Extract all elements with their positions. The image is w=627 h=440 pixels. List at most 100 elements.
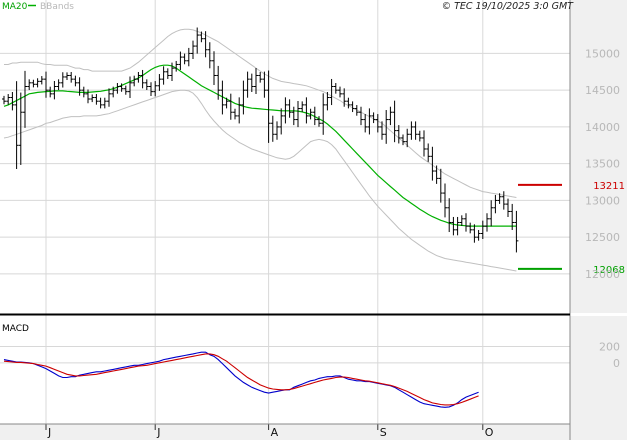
candle: [170, 62, 174, 81]
candle: [354, 105, 359, 116]
candle: [283, 97, 288, 124]
macd-axis-bg: [570, 316, 627, 424]
candle: [350, 101, 355, 113]
candle: [44, 71, 48, 98]
candle: [262, 71, 267, 98]
candle: [371, 112, 376, 124]
candle: [245, 71, 250, 98]
candle: [346, 97, 351, 109]
candle: [401, 134, 405, 146]
ma-legend-label: MA20: [2, 2, 28, 12]
candle: [464, 213, 468, 232]
candle: [233, 108, 237, 120]
price-tick-label: 14500: [585, 84, 620, 97]
candle: [182, 53, 187, 65]
candle: [14, 81, 19, 170]
candle: [405, 128, 410, 148]
candle: [132, 75, 137, 87]
candle: [77, 77, 82, 96]
candle: [426, 143, 431, 162]
candle: [291, 106, 296, 126]
candle: [329, 78, 334, 106]
candle: [144, 79, 149, 90]
candle: [485, 213, 489, 232]
candle: [6, 94, 11, 105]
ma20-line: [3, 64, 517, 227]
candlesticks: [2, 27, 519, 253]
candle: [149, 82, 153, 96]
candle: [472, 224, 477, 243]
candle: [468, 222, 473, 234]
candle: [304, 97, 309, 124]
candle: [384, 110, 389, 144]
candle: [136, 71, 141, 83]
bb-lower-line: [3, 89, 517, 272]
candle: [107, 88, 111, 107]
candle: [10, 92, 15, 111]
candle: [443, 183, 447, 218]
bb-legend-label: BBands: [40, 2, 74, 12]
candle: [367, 108, 372, 135]
candle: [98, 97, 103, 109]
candle: [342, 88, 347, 107]
candle: [94, 94, 99, 105]
candle: [459, 215, 464, 226]
support-label: 12068: [593, 265, 625, 276]
candle: [254, 67, 258, 95]
ma20-path: [3, 64, 517, 227]
candle: [241, 80, 246, 115]
candle: [392, 100, 397, 143]
candle: [119, 83, 124, 92]
candle: [296, 101, 300, 128]
candle: [308, 108, 313, 120]
candle: [203, 31, 208, 58]
candle: [451, 216, 456, 236]
candle: [86, 89, 90, 104]
candle: [128, 76, 132, 98]
candle: [115, 83, 120, 94]
candle: [56, 79, 61, 90]
candle: [23, 70, 27, 128]
candle: [388, 106, 393, 126]
candle: [161, 66, 166, 85]
price-levels: 13211 12068: [518, 181, 625, 276]
price-tick-label: 15000: [585, 47, 620, 60]
candle: [476, 230, 481, 241]
candle: [506, 198, 510, 217]
bollinger-bands: [3, 28, 517, 272]
candle: [287, 99, 292, 118]
candle: [60, 72, 65, 88]
candle: [52, 80, 57, 100]
candle: [174, 60, 179, 72]
macd-tick-label: 200: [599, 341, 620, 354]
candle: [153, 81, 158, 97]
candle: [157, 74, 162, 91]
candle: [2, 95, 6, 105]
candle: [178, 51, 183, 70]
x-axis-bg: [0, 424, 627, 440]
candle: [228, 93, 233, 120]
price-tick-label: 12000: [585, 268, 620, 281]
candle: [39, 76, 44, 85]
candle: [140, 69, 145, 89]
candle: [489, 200, 494, 227]
candle: [35, 78, 40, 88]
candle: [380, 121, 384, 140]
candle: [417, 130, 422, 142]
candle: [123, 85, 128, 95]
candle: [510, 203, 515, 231]
candle: [300, 101, 305, 113]
candle: [497, 193, 502, 204]
macd-tick-label: 0: [613, 357, 620, 370]
candle: [216, 65, 221, 100]
candle: [212, 51, 216, 86]
y-axis-ticks: 12000 12500 13000 13500 14000 14500 15000 0 200: [585, 47, 620, 369]
candle: [493, 194, 498, 214]
candle: [359, 106, 363, 126]
candle: [220, 80, 225, 115]
candle: [434, 165, 439, 184]
candle: [430, 146, 435, 181]
candle: [195, 27, 200, 54]
